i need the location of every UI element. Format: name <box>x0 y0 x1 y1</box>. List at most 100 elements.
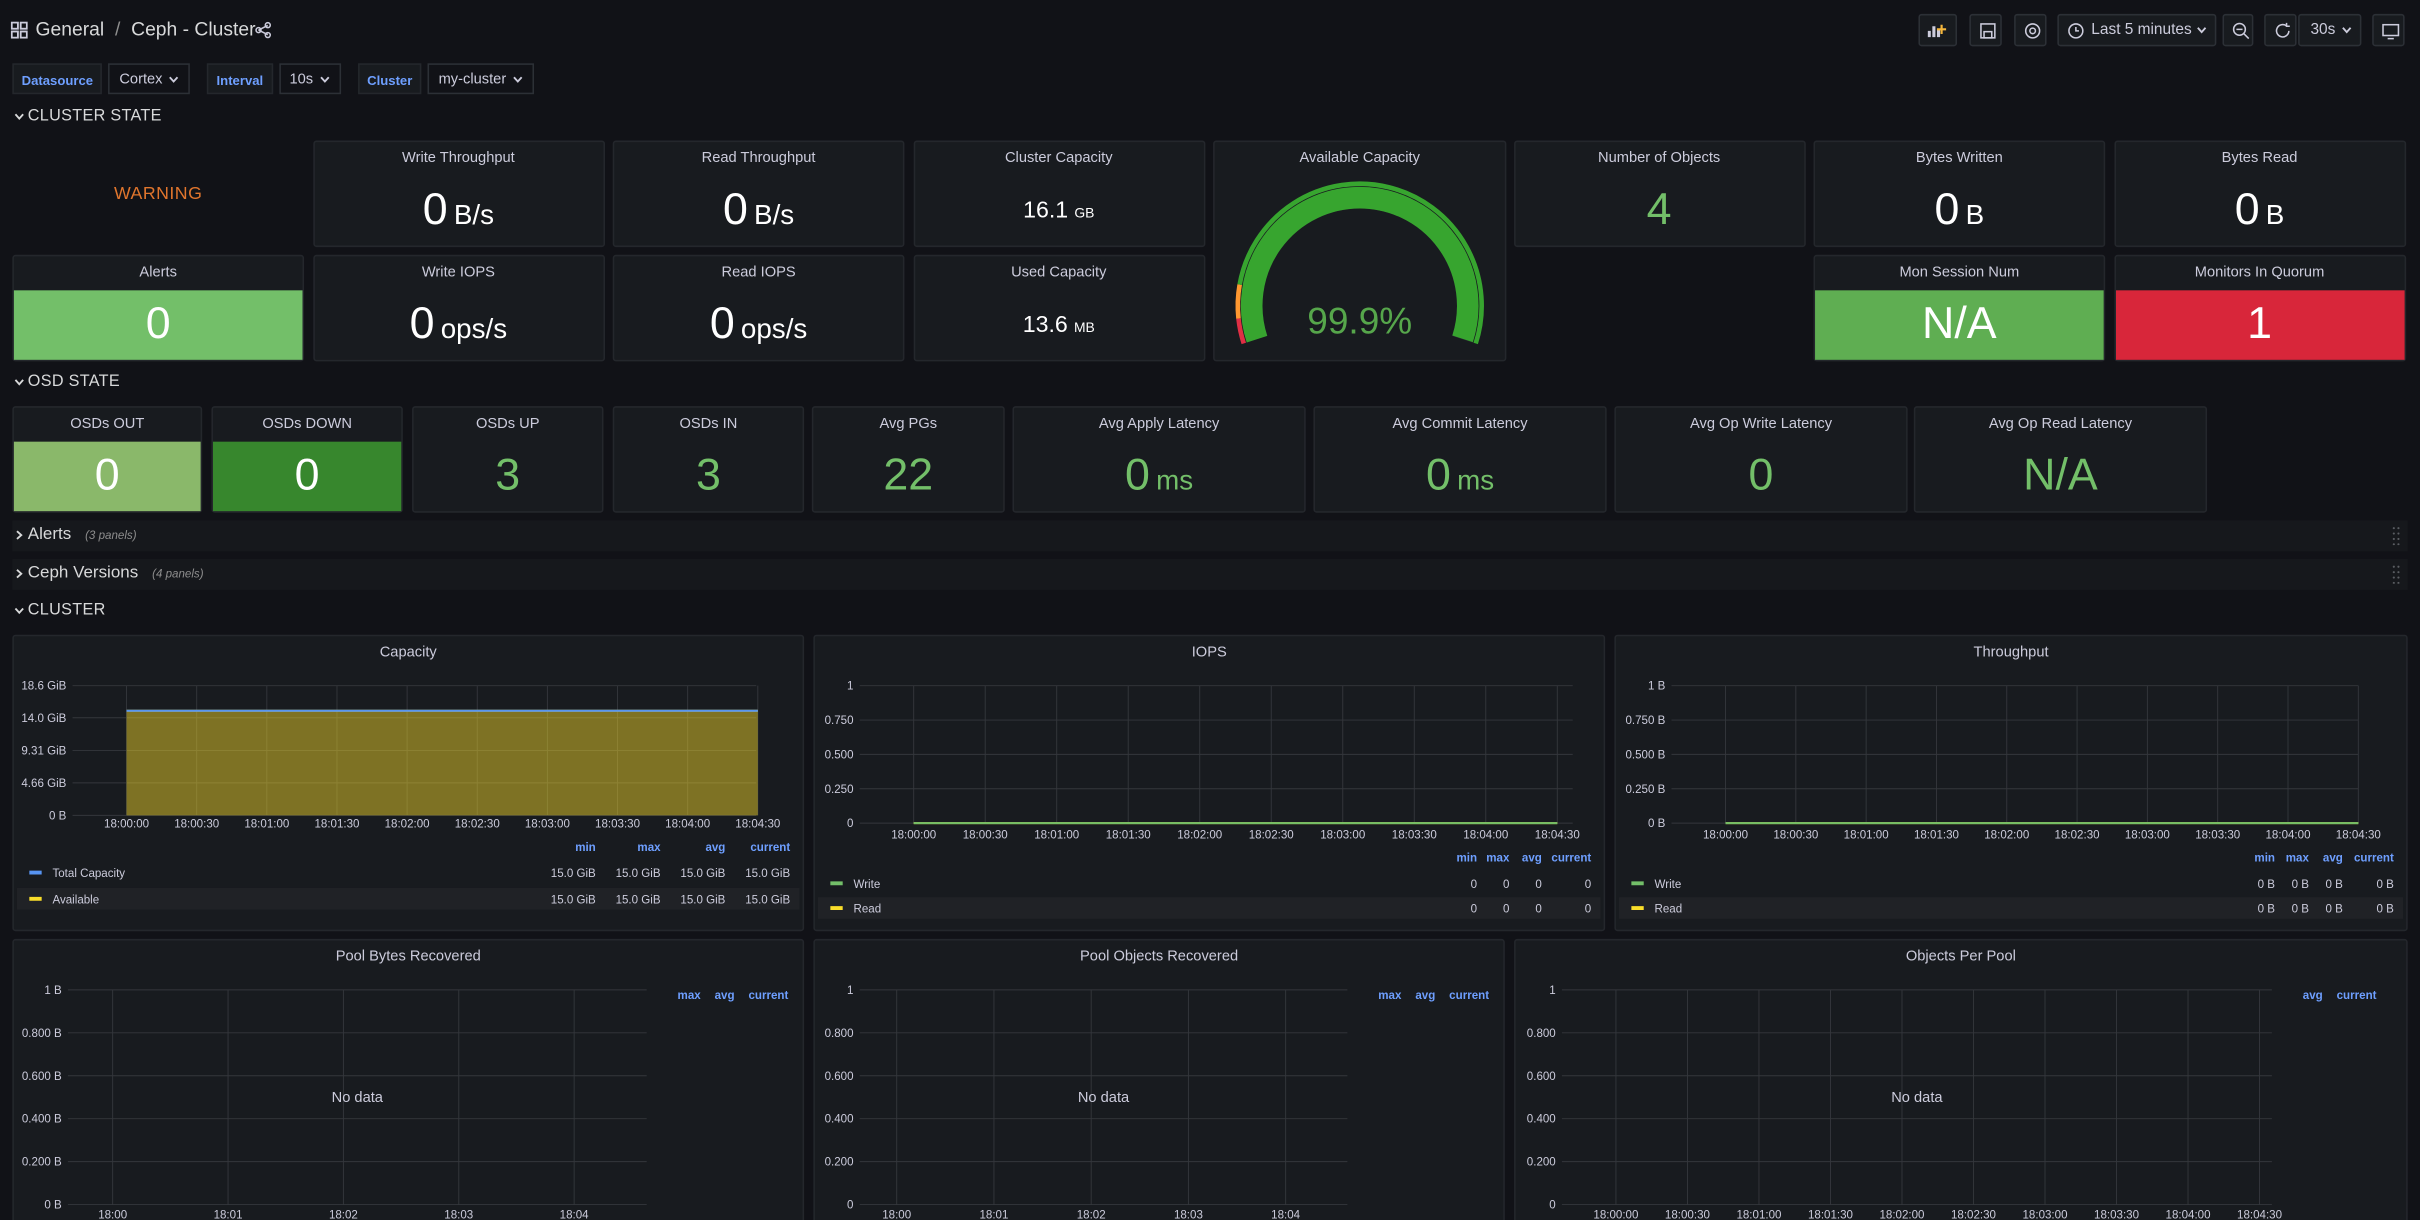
chevron <box>320 76 330 83</box>
graph: 0 B 0.200 B 0.400 B 0.600 B 0.800 B 1 B 18:00 1… <box>22 985 647 1220</box>
chevron-icon <box>169 76 179 83</box>
handle-dot <box>2397 532 2400 535</box>
apps-icon[interactable] <box>10 21 28 39</box>
stat-panel: Avg Op Write Latency 0 <box>1614 406 1908 513</box>
panel-title: Bytes Read <box>2221 149 2298 167</box>
stat-value-wrap: N/A <box>1815 290 2104 359</box>
x-tick-label: 18:02:00 <box>1177 830 1222 842</box>
gauge-threshold <box>1235 284 1242 319</box>
graph: 0 0.250 0.500 0.750 1 18:00:00 18:00:30 18:01:0… <box>818 681 1601 919</box>
stat-background <box>2115 290 2404 360</box>
chevron-icon <box>14 607 24 615</box>
stat-unit: B <box>2265 198 2285 230</box>
y-tick-label: 9.31 GiB <box>21 745 66 757</box>
y-tick-label: 0.600 B <box>22 1071 62 1083</box>
stat-value: 0 <box>145 299 171 350</box>
stat-value-wrap: 3 <box>414 442 602 511</box>
variable-select[interactable]: my-cluster <box>427 63 534 95</box>
settings-button[interactable] <box>2014 13 2047 47</box>
stat-value: 3 <box>695 450 721 501</box>
handle-dot <box>2392 532 2395 535</box>
row-title-wrap: Ceph Versions (4 panels) <box>28 564 204 583</box>
stat-panel: Bytes Written 0 B <box>1813 140 2106 248</box>
handle-dot <box>2397 527 2400 530</box>
tv-mode-button[interactable] <box>2372 13 2405 47</box>
save-button[interactable] <box>1969 13 2002 47</box>
panel-title: Monitors In Quorum <box>2194 264 2325 282</box>
y-tick-label: 1 <box>847 985 853 997</box>
x-tick-label: 18:02 <box>1077 1209 1106 1220</box>
time-picker[interactable]: Last 5 minutes <box>2057 13 2217 47</box>
y-tick-label: 0 <box>847 818 853 830</box>
stat-unit: B/s <box>754 198 795 230</box>
refresh-button[interactable] <box>2264 13 2297 47</box>
chevron <box>2342 27 2352 34</box>
x-tick-label: 18:04 <box>1271 1209 1300 1220</box>
tv-mode-button-icon <box>2382 23 2400 40</box>
stat-value-wrap: 0 ops/s <box>614 290 903 359</box>
legend-name: Read <box>1655 904 1683 916</box>
share-icon[interactable] <box>255 21 272 39</box>
x-tick-label: 18:03:00 <box>2023 1209 2068 1220</box>
x-tick-label: 18:00:30 <box>1665 1209 1710 1220</box>
stat-panel: Avg PGs 22 <box>811 406 1005 513</box>
row-note: (4 panels) <box>152 566 204 581</box>
legend-header-row: avg current <box>2303 988 2377 1002</box>
icon-rect <box>1983 30 1993 39</box>
chevron-icon <box>14 379 24 386</box>
panel-title: Used Capacity <box>1011 264 1107 282</box>
x-tick-label: 18:03:30 <box>595 819 640 831</box>
stat-unit: B <box>1965 198 1985 230</box>
stat-value: 0 <box>94 450 120 501</box>
legend-header: avg <box>1522 853 1542 865</box>
stat-value-wrap: 13.6 MB <box>914 290 1203 359</box>
row-header[interactable]: OSD STATE <box>12 368 2407 399</box>
stat-unit: ms <box>1156 464 1194 496</box>
legend-value: 0 B <box>2376 879 2394 891</box>
x-tick-label: 18:00 <box>882 1209 911 1220</box>
add-panel-button[interactable] <box>1918 13 1958 47</box>
legend-row-bg <box>1619 897 2404 919</box>
series-area <box>126 710 758 816</box>
y-tick-label: 1 B <box>44 985 62 997</box>
x-tick-label: 18:03:30 <box>1392 830 1437 842</box>
x-tick-label: 18:03 <box>1174 1209 1203 1220</box>
legend-value: 15.0 GiB <box>616 868 661 880</box>
collapsed-row[interactable]: Alerts (3 panels) <box>12 520 2408 552</box>
breadcrumb-folder[interactable]: General <box>35 18 105 41</box>
stat-panel: OSDs OUT 0 <box>12 406 203 513</box>
row-header[interactable]: CLUSTER STATE <box>12 102 2407 133</box>
x-tick-label: 18:04 <box>560 1209 589 1220</box>
legend-header: avg <box>1415 988 1436 1003</box>
stat-background <box>212 441 402 512</box>
stat-panel: Avg Op Read Latency N/A <box>1913 406 2208 513</box>
stat-panel: Avg Commit Latency 0 ms <box>1313 406 1607 513</box>
refresh-interval[interactable]: 30s <box>2298 13 2362 47</box>
legend-header: avg <box>714 988 735 1003</box>
stat-value-wrap: 0 <box>1616 442 1906 511</box>
x-tick-label: 18:03:30 <box>2094 1209 2139 1220</box>
zoom-out-button[interactable] <box>2222 13 2254 47</box>
y-tick-label: 0.250 <box>825 784 854 796</box>
collapsed-row[interactable]: Ceph Versions (4 panels) <box>12 559 2408 590</box>
dashboard-title[interactable]: Ceph - Cluster <box>131 18 256 41</box>
gauge-value-label: 99.9% <box>1307 300 1412 342</box>
panel-title: Throughput <box>1973 643 2049 661</box>
panel-title: Capacity <box>379 643 437 661</box>
variable-select[interactable]: Cortex <box>108 63 191 95</box>
legend-value: 0 <box>1535 879 1541 891</box>
variable-select[interactable]: 10s <box>278 63 341 95</box>
row-header[interactable]: CLUSTER <box>12 596 2407 627</box>
chevron-icon <box>2197 27 2207 34</box>
variable: Interval 10s <box>207 63 341 95</box>
legend-row-bg <box>16 887 800 910</box>
stat-value-wrap: 16.1 GB <box>914 176 1203 245</box>
stat-unit: GB <box>1074 205 1095 221</box>
x-tick-label: 18:04:30 <box>2237 1209 2282 1220</box>
gauge-value-arc <box>1240 186 1479 343</box>
stat-value: N/A <box>1922 299 1997 350</box>
legend-value: 0 <box>1535 904 1541 916</box>
panel-title: Objects Per Pool <box>1905 948 2016 966</box>
x-tick-label: 18:01:00 <box>1736 1209 1781 1220</box>
